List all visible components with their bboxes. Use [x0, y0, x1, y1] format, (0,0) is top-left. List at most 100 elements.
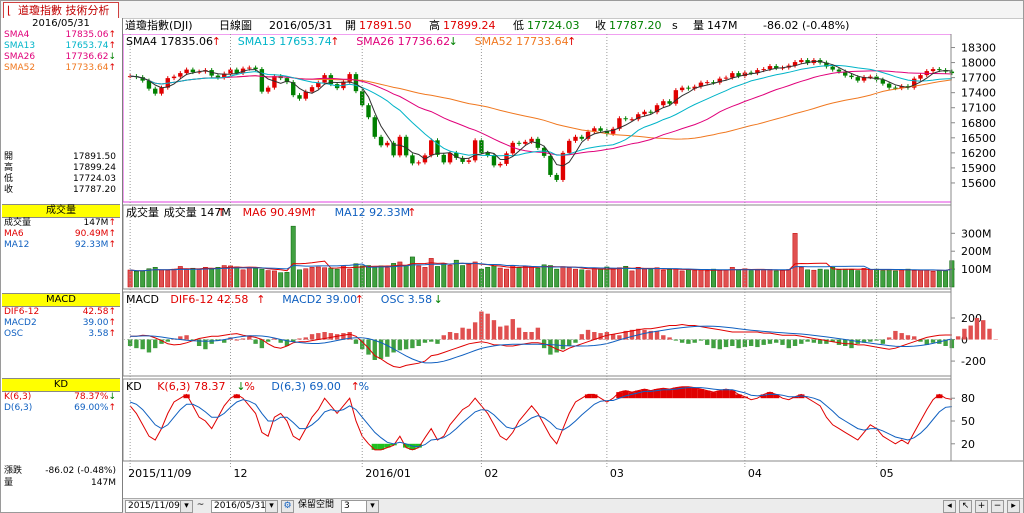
- close-suffix: s: [672, 19, 678, 32]
- macd-info-value: 3.58: [88, 329, 109, 339]
- kd-legend-text: D(6,3) 69.00: [271, 380, 341, 393]
- up-arrow-icon: ↑: [355, 293, 364, 306]
- from-date-field[interactable]: 2015/11/09: [125, 500, 181, 513]
- zoom-in-icon[interactable]: +: [975, 500, 988, 513]
- space-value-field[interactable]: 3: [341, 500, 367, 513]
- macd-osc-bar: [861, 339, 867, 343]
- kd-oversold-fill: [409, 443, 416, 450]
- volume-bar: [127, 269, 133, 288]
- kd-info-value-cell: 78.37%↓: [74, 392, 116, 402]
- candle-body: [247, 67, 252, 69]
- from-date-dropdown-icon[interactable]: ▾: [180, 500, 193, 513]
- kd-overbought-fill: [622, 390, 629, 399]
- macd-osc-bar: [811, 339, 817, 343]
- ohlc-value-cell: 17891.50: [73, 152, 116, 162]
- kd-overbought-fill: [666, 389, 673, 399]
- zoom-out-icon[interactable]: −: [991, 500, 1004, 513]
- to-date-field[interactable]: 2016/05/31: [211, 500, 267, 513]
- volume-bar: [930, 271, 936, 288]
- scroll-right-icon[interactable]: ▸: [1007, 500, 1020, 513]
- volume-bar: [836, 269, 842, 288]
- volume-info-label: MA6: [4, 229, 24, 239]
- ohlc-value-cell: 17899.24: [73, 163, 116, 173]
- macd-osc-bar: [366, 339, 371, 355]
- volume-bar: [529, 266, 535, 288]
- macd-osc-bar: [962, 328, 967, 340]
- volume-bar: [886, 269, 892, 288]
- volume-bar: [905, 268, 911, 288]
- volume-bar: [598, 268, 604, 288]
- macd-osc-bar: [127, 339, 133, 346]
- macd-osc-bar: [711, 339, 716, 349]
- macd-legend-text: OSC 3.58: [381, 293, 432, 306]
- candle-body: [391, 142, 396, 156]
- volume-info-value: 90.49M: [74, 229, 109, 239]
- macd-osc-bar: [215, 339, 221, 341]
- space-dropdown-icon[interactable]: ▾: [366, 500, 379, 513]
- price-legend-text: SMA4 17835.06: [126, 35, 213, 48]
- volume-bar: [491, 265, 497, 288]
- volume-bar: [535, 267, 541, 288]
- macd-osc-bar: [504, 325, 509, 340]
- candle-body: [460, 157, 465, 162]
- candle-body: [730, 73, 735, 78]
- ohlc-row: 高 17899.24: [2, 163, 120, 174]
- volume-bar: [798, 267, 804, 288]
- macd-osc-bar: [930, 339, 936, 343]
- volume-legend-text: 成交量: [126, 205, 159, 219]
- candle-body: [360, 91, 365, 106]
- candle-body: [774, 66, 779, 69]
- candle-body: [673, 90, 679, 104]
- down-arrow-icon: ↓: [236, 380, 245, 393]
- macd-section-header[interactable]: MACD: [2, 293, 120, 307]
- x-tick-label: 2016/01: [365, 467, 411, 480]
- scroll-left-icon[interactable]: ◂: [943, 500, 956, 513]
- candle-body: [284, 78, 290, 83]
- macd-osc-bar: [184, 335, 189, 340]
- candle-body: [385, 142, 390, 146]
- macd-info-row: MACD2 39.00↑: [2, 318, 120, 329]
- volume-section-header[interactable]: 成交量: [2, 204, 120, 218]
- candle-body: [479, 140, 484, 153]
- macd-osc-bar: [924, 339, 929, 345]
- to-date-dropdown-icon[interactable]: ▾: [265, 500, 278, 513]
- macd-osc-bar: [617, 335, 622, 340]
- candle-body: [372, 117, 377, 137]
- candle-body: [272, 76, 277, 88]
- volume-bar: [780, 270, 785, 288]
- volume-bar: [177, 266, 183, 288]
- volume-bar: [880, 270, 886, 288]
- ohlc-value-cell: 17724.03: [73, 174, 116, 184]
- tab-technical-analysis[interactable]: ⌊ 道瓊指數 技術分析: [3, 2, 119, 18]
- volume-bar: [861, 268, 867, 288]
- pointer-tool-icon[interactable]: ↖: [959, 500, 972, 513]
- sma-row: SMA13 17653.74↑: [2, 41, 120, 52]
- candle-body: [171, 76, 177, 79]
- sma-value-cell: 17653.74↑: [66, 41, 117, 51]
- macd-osc-bar: [592, 332, 597, 340]
- candle-body: [736, 73, 741, 77]
- macd-info-row: DIF6-12 42.58↑: [2, 307, 120, 318]
- macd-osc-bar: [485, 313, 490, 340]
- kd-oversold-fill: [384, 443, 391, 448]
- macd-osc-bar: [679, 339, 685, 343]
- macd-osc-bar: [165, 339, 170, 342]
- macd-osc-bar: [548, 339, 553, 355]
- volume-bar: [409, 256, 415, 288]
- macd-osc-bar: [309, 334, 315, 340]
- kd-overbought-fill: [704, 390, 711, 399]
- volume-bar: [773, 270, 779, 288]
- chart-plot-area[interactable]: 15600 15900 16200 16500 16800 17100 17400 17700…: [123, 34, 1023, 496]
- kd-section-header[interactable]: KD: [2, 378, 120, 392]
- ohlc-list: 開 17891.50 高 17899.24 低 17724.03 收 17787.20: [2, 152, 120, 196]
- space-setting-icon[interactable]: ⚙: [281, 500, 294, 513]
- bookmark-icon: ⌊: [7, 4, 12, 17]
- period-label[interactable]: 日線圖: [219, 19, 252, 32]
- kd-overbought-fill: [635, 390, 642, 399]
- candle-body: [510, 142, 515, 154]
- volume-bar: [717, 270, 723, 288]
- kd-k-line: [129, 386, 952, 451]
- volume-bar: [936, 270, 942, 288]
- macd-info-value-cell: 42.58↑: [83, 307, 116, 317]
- ohlc-value: 17899.24: [73, 163, 116, 173]
